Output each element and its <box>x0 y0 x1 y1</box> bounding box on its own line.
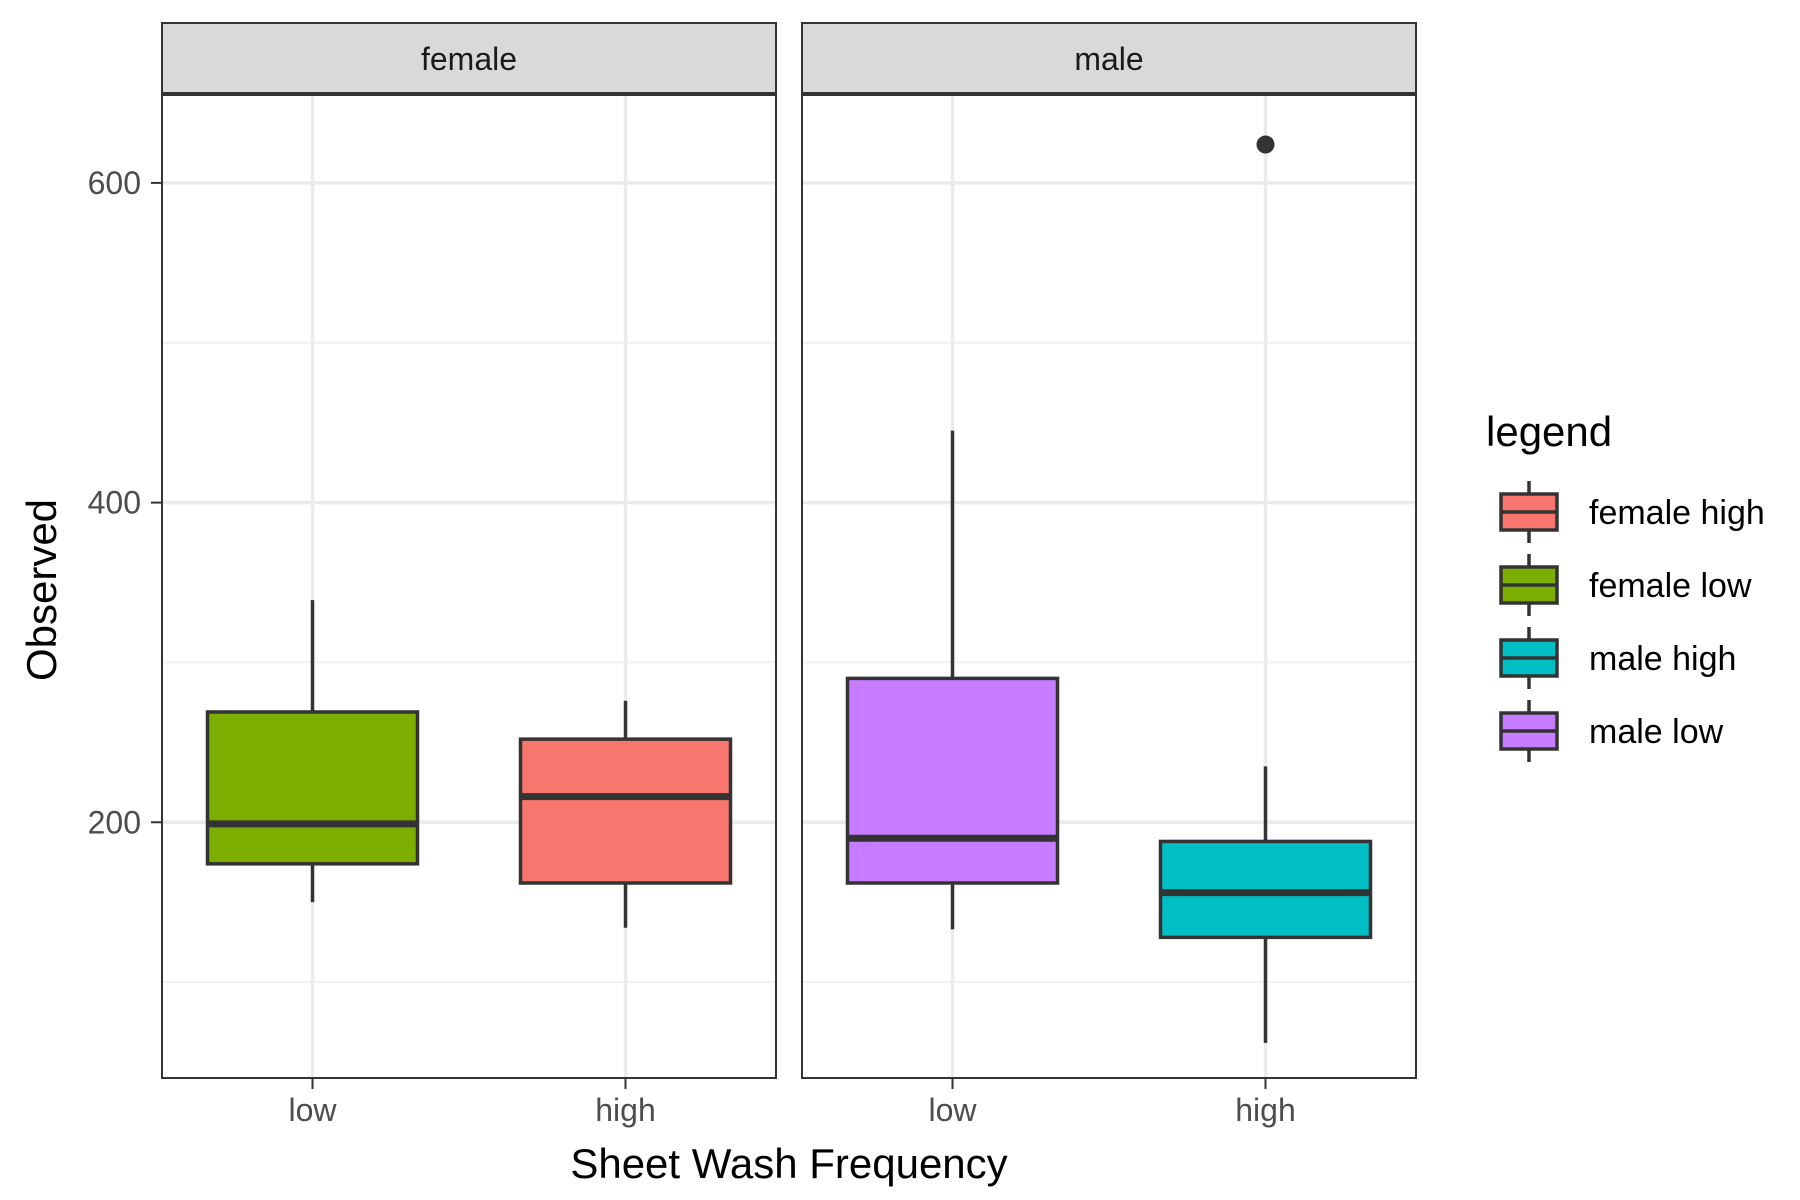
panel-background <box>162 95 776 1078</box>
outlier-point <box>1256 135 1275 154</box>
x-tick-label: high <box>595 1092 656 1128</box>
facet-label-female: female <box>421 41 517 77</box>
legend-item: male low <box>1499 700 1724 762</box>
legend-item: female high <box>1499 481 1765 543</box>
facet-label-male: male <box>1074 41 1143 77</box>
x-axis: low high low high <box>288 1078 1296 1128</box>
box-male-high <box>1158 135 1373 1043</box>
panel-border <box>801 94 1417 1079</box>
panel-male <box>801 94 1417 1079</box>
x-axis-title: Sheet Wash Frequency <box>570 1140 1007 1187</box>
box-female-high <box>518 700 733 928</box>
legend-label: female high <box>1589 494 1765 532</box>
box-body <box>205 710 420 866</box>
y-tick-label: 600 <box>88 165 141 201</box>
y-tick-label: 200 <box>88 804 141 840</box>
box-body <box>845 676 1060 885</box>
facet-strip-male <box>801 22 1417 94</box>
y-tick-label: 400 <box>88 485 141 521</box>
legend-label: male low <box>1589 713 1724 751</box>
panel-female <box>161 94 777 1079</box>
x-tick-label: low <box>288 1092 337 1128</box>
box-female-low <box>205 600 420 903</box>
box-male-low <box>845 430 1060 930</box>
legend-item: female low <box>1499 554 1752 616</box>
legend-title: legend <box>1486 408 1612 455</box>
y-axis-title: Observed <box>18 499 65 681</box>
panel-border <box>161 94 777 1079</box>
x-tick-label: low <box>928 1092 977 1128</box>
legend-item: male high <box>1499 627 1736 689</box>
facet-strip-female <box>161 22 777 94</box>
legend-label: female low <box>1589 567 1752 605</box>
box-body <box>518 737 733 885</box>
x-tick-label: high <box>1235 1092 1296 1128</box>
y-axis: 200 400 600 <box>88 165 162 840</box>
legend-label: male high <box>1589 640 1736 678</box>
legend: legend female high female low male high mal… <box>1486 408 1765 762</box>
